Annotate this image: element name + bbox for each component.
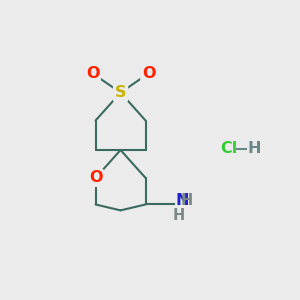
Text: O: O — [142, 66, 155, 81]
Text: H: H — [181, 194, 193, 208]
Text: S: S — [115, 85, 126, 100]
Text: Cl: Cl — [221, 141, 238, 156]
Text: H: H — [248, 141, 261, 156]
Text: H: H — [172, 208, 184, 223]
Text: O: O — [89, 170, 102, 185]
Text: N: N — [175, 194, 188, 208]
Text: O: O — [86, 66, 99, 81]
